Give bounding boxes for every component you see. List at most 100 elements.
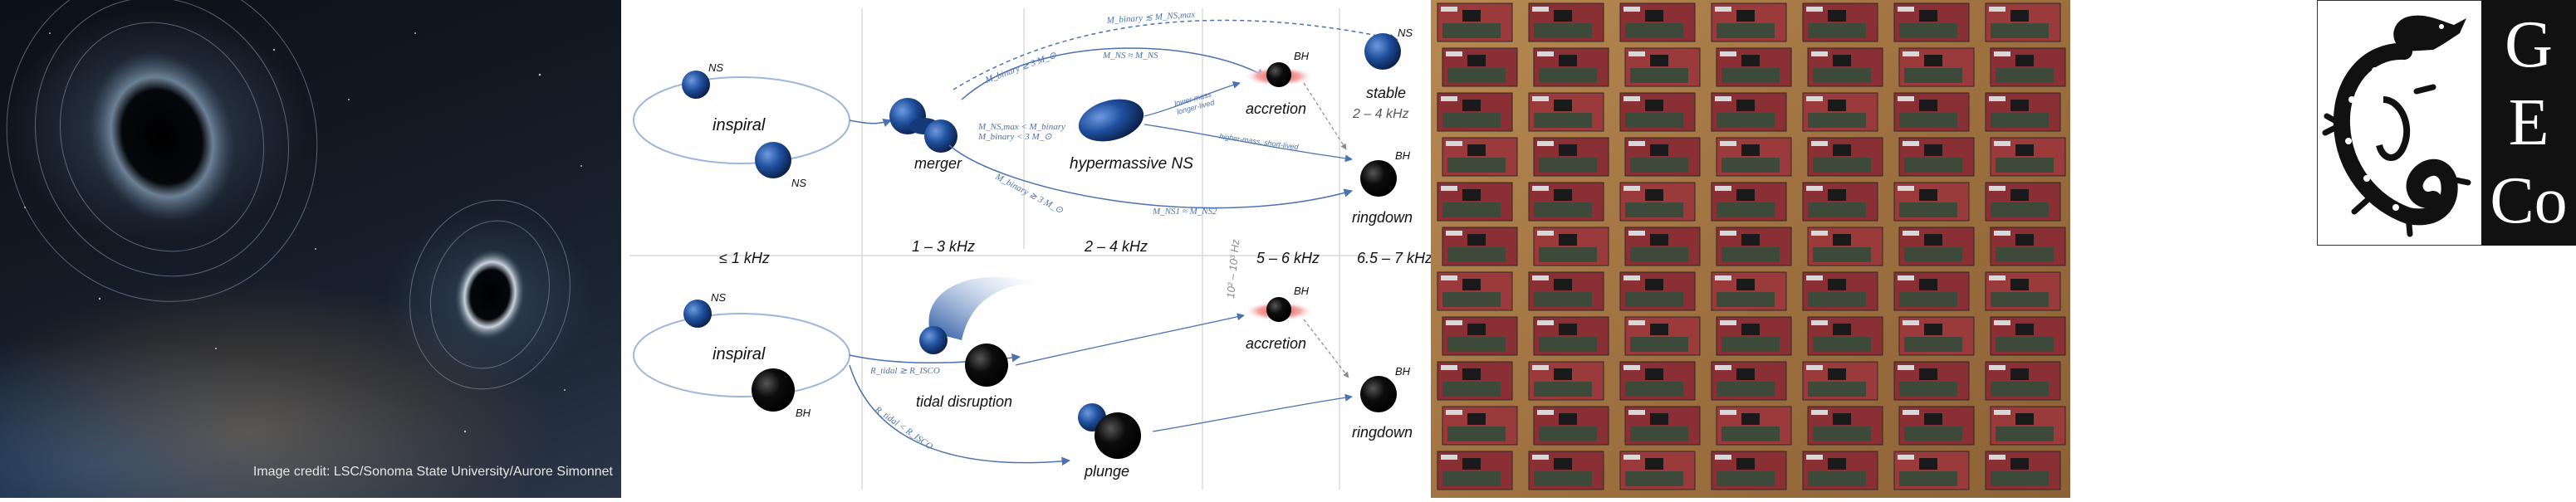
arc-lower — [948, 144, 1354, 209]
arrow-to-accretion-bottom — [1015, 313, 1245, 366]
cond-mid1: M_NS,max < M_binary — [977, 122, 1065, 132]
circuit-board — [1716, 406, 1792, 446]
arrow-to-plunge — [849, 364, 1071, 466]
ns-bottom — [683, 300, 712, 328]
arrow-plunge-to-ring — [1152, 393, 1353, 432]
circuit-board — [1898, 137, 1975, 177]
black-hole-large — [89, 51, 235, 222]
freq-3: 2 – 4 kHz — [1084, 238, 1148, 255]
arrow-to-accretion — [1144, 80, 1241, 117]
arrow-to-merger — [849, 119, 892, 127]
circuit-board — [1437, 361, 1513, 401]
bh-ringdown-bottom — [1360, 376, 1397, 412]
circuit-board — [1711, 271, 1787, 311]
circuit-board — [1624, 47, 1701, 87]
freq-5: 6.5 – 7 kHz — [1357, 250, 1431, 266]
ns-top-b — [755, 142, 791, 178]
small-higher-mass: higher-mass, short-lived — [1219, 132, 1300, 151]
freq-4: 5 – 6 kHz — [1256, 250, 1320, 266]
bh-label-acc-bottom: BH — [1294, 285, 1310, 297]
circuit-board — [1985, 451, 2061, 490]
ns-label-b: NS — [791, 177, 806, 189]
circuit-board — [1985, 92, 2061, 132]
circuit-board — [1619, 361, 1696, 401]
inspiral-label-top: inspiral — [713, 116, 766, 134]
circuit-board — [1619, 271, 1696, 311]
accretion-bottom — [1244, 297, 1314, 322]
logo-letter-e: E — [2508, 86, 2549, 159]
circuit-board — [1437, 92, 1513, 132]
cond-tidal: R_tidal ≳ R_ISCO — [869, 366, 940, 376]
circuit-board — [1528, 182, 1604, 222]
black-hole-small — [454, 249, 526, 340]
circuit-board — [1898, 227, 1975, 266]
column-dividers — [629, 8, 1423, 490]
circuit-board — [1711, 182, 1787, 222]
merger-blob — [889, 98, 957, 153]
circuit-board — [1437, 451, 1513, 490]
circuit-board — [1807, 137, 1883, 177]
circuit-board — [1898, 406, 1975, 446]
circuit-board — [1624, 137, 1701, 177]
circuit-boards-photo — [1431, 0, 2070, 498]
circuit-board — [1437, 271, 1513, 311]
accretion-top — [1244, 62, 1314, 87]
circuit-board — [1990, 47, 2066, 87]
circuit-board — [1624, 227, 1701, 266]
circuit-board — [1802, 182, 1878, 222]
circuit-board — [1442, 406, 1518, 446]
circuit-board — [1711, 92, 1787, 132]
arc-dashed-top — [953, 19, 1399, 90]
circuit-board — [1533, 47, 1609, 87]
circuit-board — [1802, 361, 1878, 401]
cond-plunge: R_tidal < R_ISCO — [872, 404, 934, 451]
circuit-board — [1807, 406, 1883, 446]
circuit-board — [1533, 316, 1609, 356]
inspiral-label-bottom: inspiral — [713, 345, 766, 363]
circuit-board — [1528, 361, 1604, 401]
circuit-board — [1624, 316, 1701, 356]
bh-bottom — [752, 368, 795, 412]
circuit-board — [1533, 137, 1609, 177]
accretion-label-bottom: accretion — [1246, 335, 1306, 352]
circuit-board — [1893, 451, 1970, 490]
hypermassive-ns — [1078, 99, 1144, 142]
accretion-label-top: accretion — [1246, 100, 1306, 117]
circuit-board — [1533, 227, 1609, 266]
circuit-board — [1528, 451, 1604, 490]
arc-upper — [961, 47, 1266, 100]
circuit-board — [1619, 92, 1696, 132]
dashed-acc-to-ring-bottom — [1303, 319, 1349, 378]
circuit-board — [1893, 92, 1970, 132]
ns-label-a: NS — [708, 61, 723, 74]
stable-freq: 2 – 4 kHz — [1352, 107, 1409, 121]
circuit-board — [1898, 47, 1975, 87]
circuit-board — [1437, 2, 1513, 42]
ringdown-label-top: ringdown — [1352, 209, 1413, 226]
cond-lower2: M_NS1 ≈ M_NS2 — [1152, 207, 1217, 217]
bh-label-acc-top: BH — [1294, 50, 1310, 62]
merger-label: merger — [914, 155, 962, 172]
circuit-board — [1893, 271, 1970, 311]
circuit-board — [1985, 361, 2061, 401]
circuit-board — [1716, 47, 1792, 87]
logo-letter-co: Co — [2490, 164, 2568, 237]
circuit-board — [1893, 361, 1970, 401]
circuit-board — [1619, 451, 1696, 490]
circuit-board — [1528, 92, 1604, 132]
freq-rotated: 10² – 10³ Hz — [1224, 238, 1241, 299]
stable-ns-label: NS — [1398, 27, 1413, 39]
freq-1: ≤ 1 kHz — [719, 250, 770, 266]
circuit-board — [1528, 2, 1604, 42]
ns-top-a — [682, 71, 710, 99]
circuit-board — [1807, 47, 1883, 87]
gecko-emblem — [2322, 15, 2471, 237]
circuit-board — [1711, 451, 1787, 490]
circuit-board — [1716, 137, 1792, 177]
circuit-board — [1716, 227, 1792, 266]
circuit-board — [1985, 182, 2061, 222]
circuit-board — [1990, 316, 2066, 356]
circuit-board — [1442, 137, 1518, 177]
cond-top-dashed: M_binary ≲ M_NS,max — [1105, 10, 1195, 26]
circuit-board — [1898, 316, 1975, 356]
